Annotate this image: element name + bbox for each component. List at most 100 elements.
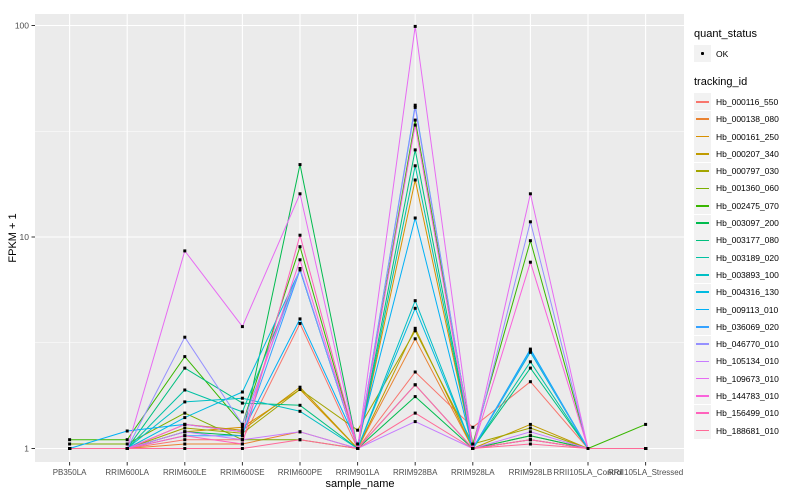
x-tick-label: RRII105LA_Stressed <box>608 468 683 477</box>
legend-quant-section: quant_status OK <box>694 28 798 63</box>
legend-line-swatch <box>696 412 709 415</box>
data-point <box>528 426 532 430</box>
legend-key-box <box>694 318 711 336</box>
legend-line-swatch <box>696 377 709 380</box>
legend-item-label: Hb_144783_010 <box>716 390 779 401</box>
legend-key-box <box>694 128 711 146</box>
x-tick-label: RRIM600LE <box>163 468 207 477</box>
legend-item-label: Hb_156499_010 <box>716 408 779 419</box>
legend-line-swatch <box>696 326 709 328</box>
data-point <box>240 442 244 446</box>
data-point <box>183 355 187 359</box>
legend-key-box <box>694 145 711 163</box>
data-point <box>413 326 417 330</box>
legend-item: Hb_002475_070 <box>694 197 798 215</box>
legend-item: Hb_000161_250 <box>694 128 798 146</box>
legend-item: Hb_003189_020 <box>694 249 798 267</box>
data-point <box>356 428 360 432</box>
legend-tracking-title: tracking_id <box>694 76 748 89</box>
x-tick-label: RRIM600LA <box>105 468 149 477</box>
data-point <box>471 425 475 429</box>
data-point <box>528 349 532 353</box>
legend-key-box <box>694 370 711 388</box>
legend-item-label: Hb_000207_340 <box>716 148 779 159</box>
data-point <box>240 447 244 450</box>
legend-line-swatch <box>696 118 709 121</box>
data-point <box>644 447 648 450</box>
data-point <box>183 438 187 442</box>
legend-item-label: Hb_000138_080 <box>716 114 779 125</box>
data-point <box>413 216 417 220</box>
legend-key-box <box>694 335 711 353</box>
data-point <box>298 245 302 249</box>
data-point <box>528 260 532 264</box>
data-point <box>413 337 417 341</box>
data-point <box>183 400 187 404</box>
data-point <box>528 239 532 243</box>
legend-key-box <box>694 404 711 422</box>
data-point <box>125 438 129 442</box>
legend-key-box <box>694 422 711 440</box>
data-point <box>298 322 302 325</box>
data-point <box>240 425 244 429</box>
data-point <box>298 385 302 389</box>
legend-line-swatch <box>696 222 709 224</box>
legend-key-box <box>694 162 711 180</box>
data-point <box>298 192 302 196</box>
data-point <box>413 103 417 107</box>
legend-line-swatch <box>696 101 709 103</box>
data-point <box>240 401 244 405</box>
legend-key-box <box>694 110 711 128</box>
legend-line-swatch <box>696 343 709 345</box>
legend-key-box <box>694 179 711 197</box>
legend-key-box <box>694 45 711 63</box>
x-tick-label: RRIM928BA <box>393 468 438 477</box>
legend-line-swatch <box>696 239 709 242</box>
legend-key-box <box>694 352 711 370</box>
data-point <box>240 390 244 394</box>
legend-key-box <box>694 249 711 267</box>
x-tick-label: RRII105LA_Control <box>553 468 623 477</box>
legend-item: Hb_004316_130 <box>694 283 798 301</box>
legend: quant_status OK tracking_id Hb_000116_55… <box>694 28 798 440</box>
data-point <box>413 24 417 28</box>
legend-line-swatch <box>696 360 709 363</box>
data-point <box>298 388 302 391</box>
legend-item-label: Hb_000161_250 <box>716 131 779 142</box>
x-axis-title: sample_name <box>325 478 395 490</box>
data-point <box>183 335 187 339</box>
data-point <box>413 329 417 333</box>
legend-key-box <box>694 387 711 405</box>
data-point <box>413 118 417 122</box>
data-point <box>183 422 187 426</box>
legend-item: Hb_009113_010 <box>694 301 798 318</box>
legend-key-box <box>694 283 711 301</box>
legend-line-swatch <box>696 274 709 276</box>
x-tick-label: RRIM600SE <box>220 468 264 477</box>
legend-item: Hb_001360_060 <box>694 179 798 197</box>
data-point <box>413 383 417 387</box>
legend-item-label: Hb_036069_020 <box>716 321 779 332</box>
data-point <box>240 434 244 438</box>
data-point <box>413 306 417 310</box>
data-point <box>240 422 244 426</box>
data-point <box>298 258 302 262</box>
y-tick-label: 1 <box>24 443 29 453</box>
legend-tracking-items: Hb_000116_550 Hb_000138_080 Hb_000161_250 H… <box>694 93 798 440</box>
data-point <box>298 233 302 237</box>
data-point <box>68 438 72 442</box>
data-point <box>528 347 532 351</box>
data-point <box>413 123 417 127</box>
legend-item-label: Hb_000797_030 <box>716 166 779 177</box>
data-point <box>298 163 302 167</box>
data-point <box>413 411 417 415</box>
data-point <box>298 403 302 407</box>
legend-item-label: Hb_009113_010 <box>716 304 779 315</box>
legend-item-label: Hb_003893_100 <box>716 269 779 280</box>
x-tick-label: RRIM600PE <box>278 468 322 477</box>
data-point <box>125 429 129 433</box>
data-point <box>528 360 532 364</box>
legend-line-swatch <box>696 395 709 397</box>
legend-item: Hb_000116_550 <box>694 93 798 111</box>
legend-item-label: OK <box>716 48 729 59</box>
